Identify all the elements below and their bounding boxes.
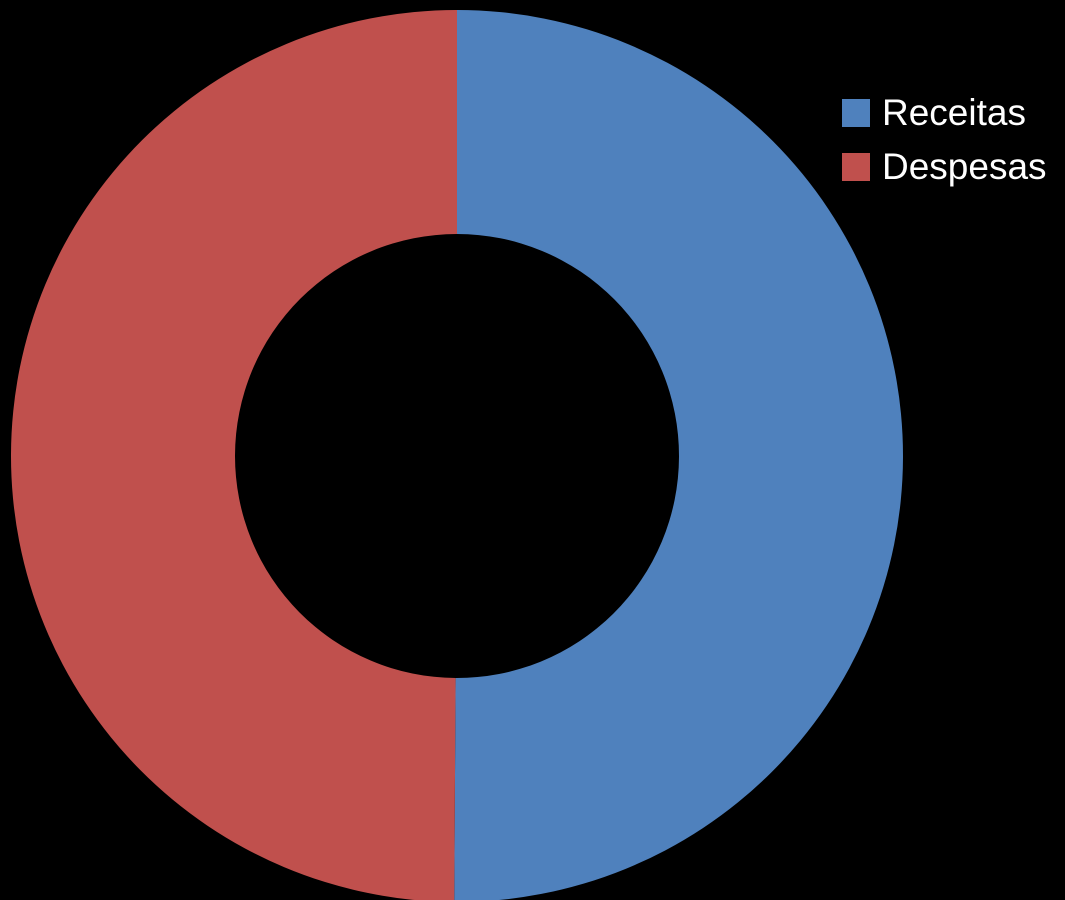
donut-slice-receitas [454, 10, 904, 900]
legend-item-receitas: Receitas [842, 92, 1047, 134]
legend-item-despesas: Despesas [842, 146, 1047, 188]
chart-legend: Receitas Despesas [842, 92, 1047, 200]
legend-swatch-despesas [842, 153, 870, 181]
legend-label-despesas: Despesas [882, 146, 1047, 187]
legend-swatch-receitas [842, 99, 870, 127]
legend-label-receitas: Receitas [882, 92, 1026, 133]
donut-slice-despesas [11, 10, 457, 900]
